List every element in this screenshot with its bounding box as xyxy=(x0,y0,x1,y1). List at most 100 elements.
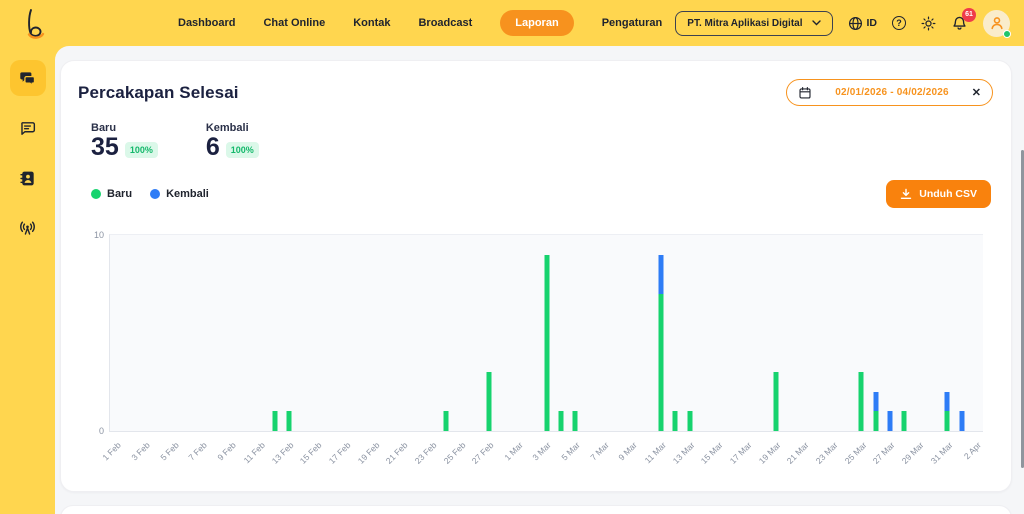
bar-12-feb[interactable] xyxy=(272,235,278,431)
bar-segment-kembali xyxy=(887,411,893,431)
bar-slot xyxy=(124,235,138,431)
bar-27-mar[interactable] xyxy=(887,235,893,431)
bar-4-mar[interactable] xyxy=(558,235,564,431)
bar-slot xyxy=(854,235,868,431)
bar-segment-baru xyxy=(286,411,292,431)
y-tick-0: 0 xyxy=(98,426,104,436)
date-range-value: 02/01/2026 - 04/02/2026 xyxy=(835,87,949,98)
stat-baru-label: Baru xyxy=(91,122,117,134)
bar-1-apr[interactable] xyxy=(959,235,965,431)
bar-slot xyxy=(339,235,353,431)
bar-19-mar[interactable] xyxy=(773,235,779,431)
download-csv-button[interactable]: Unduh CSV xyxy=(886,180,991,208)
x-axis-labels: 1 Feb 3 Feb 5 Feb 7 Feb 9 Feb 11 Feb 13 Feb 15 … xyxy=(100,440,983,466)
bar-slot xyxy=(496,235,510,431)
bar-slot xyxy=(511,235,525,431)
sidebar-item-contacts[interactable] xyxy=(10,160,46,196)
stat-kembali-label: Kembali xyxy=(205,122,249,134)
bar-31-mar[interactable] xyxy=(944,235,950,431)
scrollbar-thumb[interactable] xyxy=(1021,150,1024,468)
bar-slot xyxy=(768,235,782,431)
main-nav: Dashboard Chat Online Kontak Broadcast L… xyxy=(178,10,662,36)
message-icon xyxy=(18,119,37,138)
clear-date-icon[interactable]: ✕ xyxy=(971,87,981,99)
bar-segment-baru xyxy=(443,411,449,431)
nav-kontak[interactable]: Kontak xyxy=(353,17,391,29)
bar-13-mar[interactable] xyxy=(687,235,693,431)
y-tick-10: 10 xyxy=(93,230,104,240)
page-title: Percakapan Selesai xyxy=(78,82,239,102)
bar-slot xyxy=(468,235,482,431)
notifications-button[interactable]: 61 xyxy=(951,7,976,32)
plot-area: 10 0 xyxy=(94,230,983,436)
bar-slot xyxy=(554,235,568,431)
bar-3-mar[interactable] xyxy=(544,235,550,431)
bar-26-mar[interactable] xyxy=(873,235,879,431)
sidebar-item-messages[interactable] xyxy=(10,110,46,146)
bar-segment-kembali xyxy=(658,254,664,294)
theme-toggle[interactable] xyxy=(921,16,936,31)
bar-slot xyxy=(969,235,983,431)
bar-segment-kembali xyxy=(944,391,950,412)
bar-slot xyxy=(210,235,224,431)
company-selector[interactable]: PT. Mitra Aplikasi Digital xyxy=(675,10,833,36)
bar-slot xyxy=(368,235,382,431)
bar-slot xyxy=(382,235,396,431)
sidebar-item-broadcast[interactable] xyxy=(10,210,46,246)
bar-slot xyxy=(582,235,596,431)
nav-chat-online[interactable]: Chat Online xyxy=(263,17,326,29)
bar-slot xyxy=(396,235,410,431)
bar-slot xyxy=(539,235,553,431)
nav-pengaturan[interactable]: Pengaturan xyxy=(601,17,663,29)
bar-slot xyxy=(897,235,911,431)
avatar[interactable] xyxy=(983,9,1011,38)
bar-slot xyxy=(754,235,768,431)
bar-segment-kembali xyxy=(873,391,879,412)
calendar-icon xyxy=(798,86,812,100)
bar-segment-baru xyxy=(873,411,879,431)
bar-11-mar[interactable] xyxy=(658,235,664,431)
main-content: Percakapan Selesai 02/01/2026 - 04/02/20… xyxy=(55,46,1024,514)
bar-25-mar[interactable] xyxy=(858,235,864,431)
chart-legend: Baru Kembali xyxy=(91,188,209,200)
bar-segment-baru xyxy=(773,372,779,431)
bar-27-feb[interactable] xyxy=(486,235,492,431)
bar-slot xyxy=(625,235,639,431)
globe-icon xyxy=(848,16,863,31)
bar-24-feb[interactable] xyxy=(443,235,449,431)
bar-slot xyxy=(640,235,654,431)
online-status-dot xyxy=(1003,29,1011,38)
bar-slot xyxy=(425,235,439,431)
bar-5-mar[interactable] xyxy=(572,235,578,431)
date-range-picker[interactable]: 02/01/2026 - 04/02/2026 ✕ xyxy=(786,79,993,106)
bar-slot xyxy=(196,235,210,431)
language-code: ID xyxy=(866,17,878,29)
stat-baru-value: 35 xyxy=(91,133,119,161)
bar-slot xyxy=(482,235,496,431)
nav-laporan[interactable]: Laporan xyxy=(500,10,574,36)
nav-dashboard[interactable]: Dashboard xyxy=(178,17,236,29)
bar-slot xyxy=(912,235,926,431)
bar-slot xyxy=(797,235,811,431)
bar-slot xyxy=(840,235,854,431)
nav-broadcast[interactable]: Broadcast xyxy=(418,17,473,29)
bar-segment-baru xyxy=(672,411,678,431)
report-card: Percakapan Selesai 02/01/2026 - 04/02/20… xyxy=(60,60,1012,492)
bar-segment-baru xyxy=(658,293,664,431)
bar-slot xyxy=(826,235,840,431)
bar-slot xyxy=(668,235,682,431)
bar-slot xyxy=(940,235,954,431)
bar-13-feb[interactable] xyxy=(286,235,292,431)
bar-slot xyxy=(597,235,611,431)
sidebar-item-chats[interactable] xyxy=(9,60,46,96)
app-logo[interactable] xyxy=(20,6,50,42)
bar-slot xyxy=(267,235,281,431)
help-icon[interactable]: ? xyxy=(892,16,906,30)
user-icon xyxy=(989,15,1005,31)
stat-baru: Baru 35 100% xyxy=(91,122,158,160)
bar-28-mar[interactable] xyxy=(901,235,907,431)
language-switcher[interactable]: ID xyxy=(848,16,878,31)
notification-badge: 61 xyxy=(962,7,976,22)
bar-12-mar[interactable] xyxy=(672,235,678,431)
bar-slot xyxy=(167,235,181,431)
